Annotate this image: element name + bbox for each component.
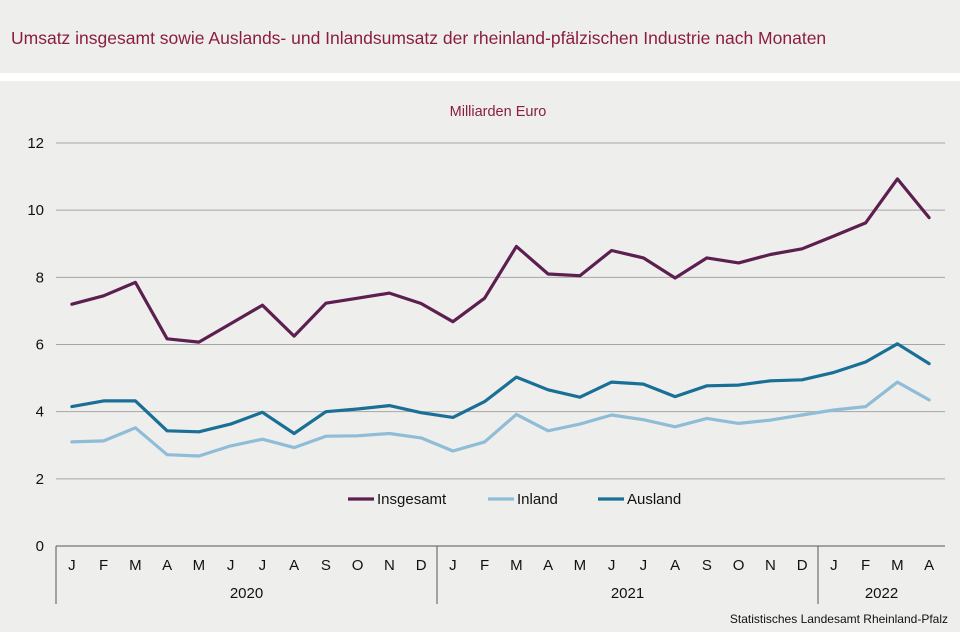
x-tick-label: F <box>861 557 870 574</box>
x-tick-label: M <box>510 557 523 574</box>
legend-label-ausland: Ausland <box>627 491 681 508</box>
series-line-inland <box>70 380 931 458</box>
line-chart: Milliarden Euro 0 2 4 6 8 10 12 J F M A M J J A S O N D J F M A… <box>27 104 945 604</box>
y-axis-label: Milliarden Euro <box>450 104 547 120</box>
legend-label-insgesamt: Insgesamt <box>377 491 447 508</box>
y-tick-label: 4 <box>36 404 44 421</box>
x-tick-label: N <box>765 557 776 574</box>
year-label: 2022 <box>865 585 898 602</box>
x-tick-label: J <box>259 557 267 574</box>
x-tick-label: D <box>416 557 427 574</box>
x-tick-label: O <box>352 557 364 574</box>
y-tick-label: 10 <box>27 202 44 219</box>
chart-area: Milliarden Euro 0 2 4 6 8 10 12 J F M A M J J A S O N D J F M A… <box>0 81 960 632</box>
y-tick-label: 2 <box>36 471 44 488</box>
x-tick-label: A <box>670 557 680 574</box>
series-line-ausland <box>70 342 931 436</box>
x-tick-label: A <box>289 557 299 574</box>
x-tick-label: M <box>193 557 206 574</box>
x-tick-label: O <box>733 557 745 574</box>
chart-header: Umsatz insgesamt sowie Auslands- und Inl… <box>0 0 960 73</box>
year-label: 2020 <box>230 585 263 602</box>
x-tick-label: M <box>574 557 587 574</box>
x-tick-label: J <box>608 557 616 574</box>
x-tick-label: D <box>797 557 808 574</box>
y-tick-label: 8 <box>36 269 44 286</box>
y-tick-label: 12 <box>27 135 44 152</box>
header-separator <box>0 73 960 81</box>
x-tick-label: A <box>543 557 553 574</box>
x-tick-label: S <box>321 557 331 574</box>
x-tick-label: S <box>702 557 712 574</box>
x-tick-label: J <box>830 557 838 574</box>
y-tick-label: 0 <box>36 538 44 555</box>
x-tick-label: N <box>384 557 395 574</box>
legend-label-inland: Inland <box>517 491 558 508</box>
x-tick-label: J <box>68 557 76 574</box>
x-tick-label: A <box>162 557 172 574</box>
y-tick-label: 6 <box>36 337 44 354</box>
x-tick-label: F <box>99 557 108 574</box>
x-tick-label: F <box>480 557 489 574</box>
x-tick-label: J <box>227 557 235 574</box>
chart-title: Umsatz insgesamt sowie Auslands- und Inl… <box>11 28 827 48</box>
x-tick-label: J <box>640 557 648 574</box>
x-tick-label: M <box>891 557 904 574</box>
x-tick-label: A <box>924 557 934 574</box>
x-tick-label: M <box>129 557 142 574</box>
source-note: Statistisches Landesamt Rheinland-Pfalz <box>729 612 948 626</box>
x-tick-label: J <box>449 557 457 574</box>
year-label: 2021 <box>611 585 644 602</box>
series-line-insgesamt <box>70 177 931 344</box>
